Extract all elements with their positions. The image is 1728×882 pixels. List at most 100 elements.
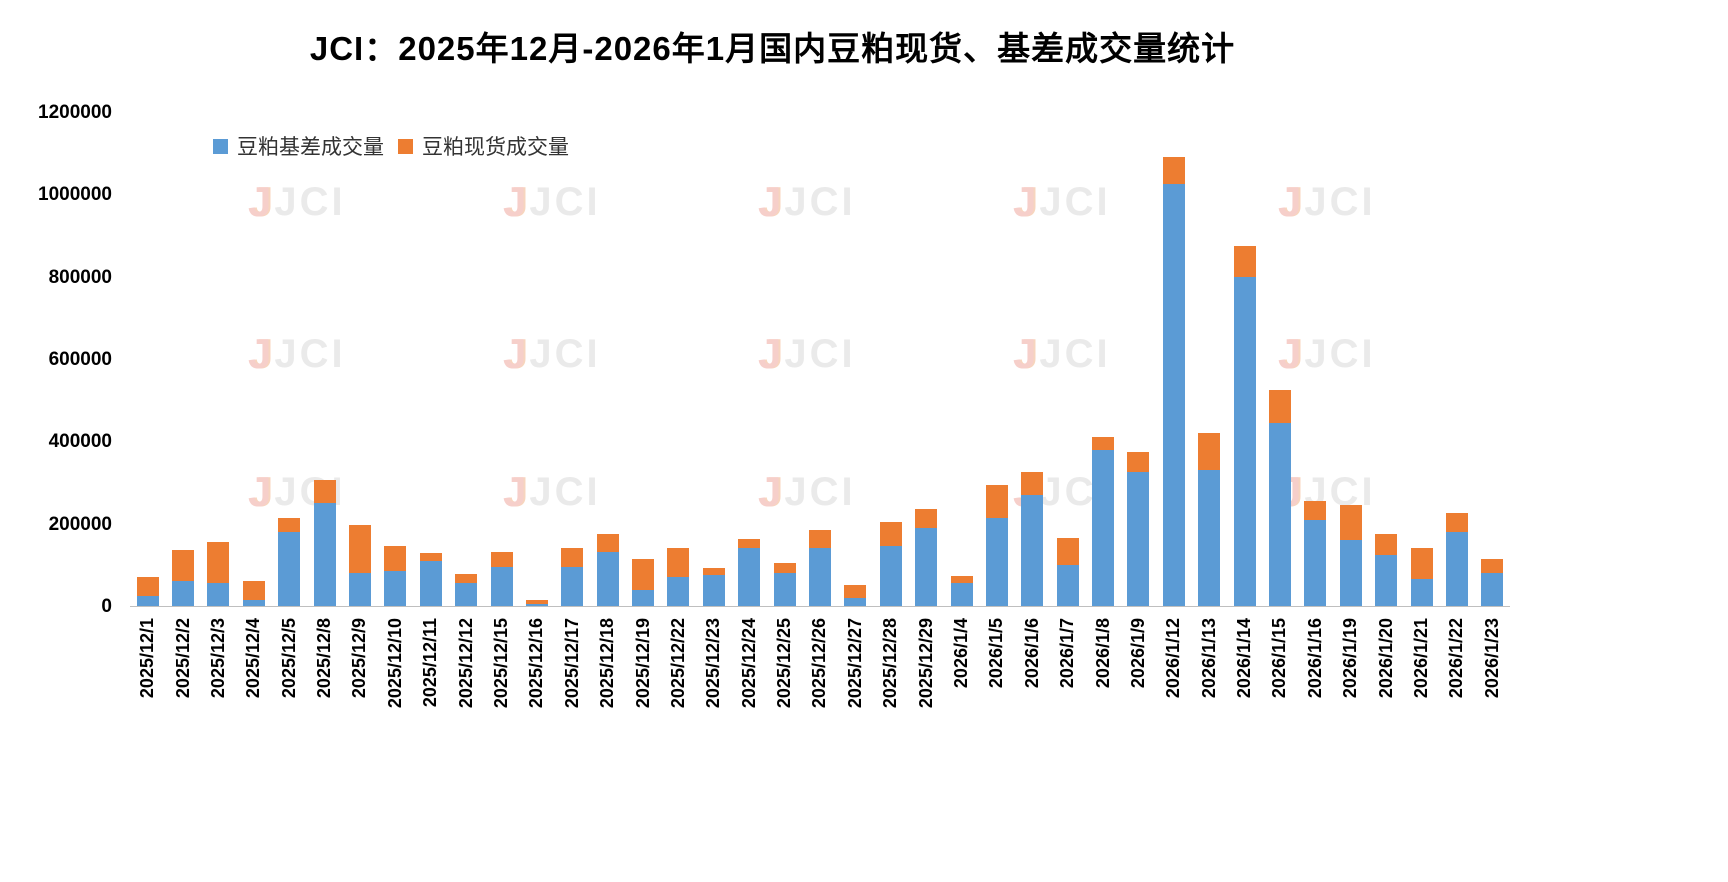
spot-volume-segment: [1198, 433, 1221, 471]
legend-label-spot: 豆粕现货成交量: [422, 136, 569, 159]
x-axis-tick-label: 2026/1/14: [1234, 618, 1255, 699]
basis-volume-segment: [879, 546, 902, 606]
bar-2025/12/28: [879, 521, 902, 606]
spot-volume-segment: [1445, 513, 1468, 532]
x-axis-tick-label: 2026/1/23: [1481, 618, 1502, 699]
spot-volume-segment: [702, 568, 725, 576]
bar-2025/12/9: [349, 524, 371, 606]
x-axis-tick-label: 2025/12/28: [880, 618, 901, 709]
bar-2026/1/20: [1375, 533, 1398, 606]
x-axis-tick-label: 2025/12/5: [278, 618, 299, 699]
bar-2025/12/23: [702, 568, 725, 606]
spot-volume-segment: [455, 573, 478, 584]
spot-volume-segment: [136, 577, 159, 596]
x-axis-tick-label: 2025/12/22: [667, 618, 688, 709]
basis-volume-segment: [667, 577, 690, 606]
bar-2025/12/29: [915, 509, 938, 606]
spot-volume-segment: [596, 533, 619, 553]
bar-2026/1/5: [985, 485, 1008, 606]
basis-volume-segment: [349, 573, 371, 606]
spot-volume-segment: [384, 546, 407, 572]
basis-volume-segment: [419, 560, 442, 606]
spot-volume-segment: [1021, 472, 1044, 495]
x-axis-tick-label: 2026/1/19: [1340, 618, 1361, 699]
legend-swatch-spot: [398, 138, 413, 154]
x-axis-tick-label: 2026/1/12: [1163, 618, 1184, 699]
legend-label-basis: 豆粕基差成交量: [237, 136, 384, 159]
spot-volume-segment: [207, 542, 230, 584]
bar-2026/1/22: [1445, 513, 1468, 606]
basis-volume-segment: [242, 599, 265, 606]
bar-2025/12/16: [525, 599, 548, 606]
chart-legend: 豆粕基差成交量 豆粕现货成交量: [213, 131, 569, 161]
legend-item-basis: 豆粕基差成交量: [213, 131, 384, 161]
basis-volume-segment: [950, 583, 973, 606]
bar-2025/12/8: [313, 480, 336, 606]
spot-volume-segment: [809, 529, 831, 549]
spot-volume-segment: [490, 551, 513, 567]
basis-volume-segment: [561, 566, 584, 606]
x-axis-tick-label: 2025/12/1: [137, 618, 158, 699]
bar-2025/12/18: [596, 533, 619, 606]
spot-volume-segment: [1056, 538, 1079, 565]
bar-2025/12/1: [136, 577, 159, 606]
basis-volume-segment: [1410, 579, 1433, 606]
basis-volume-segment: [136, 595, 159, 606]
spot-volume-segment: [1162, 157, 1185, 185]
bar-2025/12/10: [384, 546, 407, 606]
spot-volume-segment: [915, 509, 938, 528]
bar-2026/1/4: [950, 575, 973, 606]
bar-2026/1/13: [1198, 433, 1221, 606]
bar-2025/12/12: [455, 573, 478, 606]
plot-area: [130, 113, 1510, 607]
bar-2026/1/8: [1092, 437, 1115, 606]
basis-volume-segment: [596, 552, 619, 606]
y-axis-tick-label: 0: [101, 596, 112, 617]
bar-2025/12/22: [667, 548, 690, 606]
basis-volume-segment: [1198, 470, 1221, 606]
y-axis-tick-label: 1200000: [38, 102, 112, 123]
basis-volume-segment: [915, 527, 938, 606]
spot-volume-segment: [1092, 437, 1115, 450]
x-axis-tick-label: 2025/12/15: [491, 618, 512, 709]
bar-2025/12/11: [419, 552, 442, 606]
x-axis-tick-label: 2025/12/27: [844, 618, 865, 709]
bar-2025/12/19: [632, 558, 655, 606]
bar-2026/1/6: [1021, 472, 1044, 606]
spot-volume-segment: [773, 562, 796, 574]
y-axis-tick-label: 200000: [48, 513, 112, 535]
basis-volume-segment: [1233, 276, 1256, 606]
basis-volume-segment: [1127, 472, 1150, 606]
spot-volume-segment: [1375, 533, 1398, 555]
x-axis-tick-label: 2026/1/13: [1198, 618, 1219, 699]
x-axis-tick-label: 2026/1/9: [1127, 618, 1148, 689]
bar-2026/1/12: [1162, 157, 1185, 606]
spot-volume-segment: [1304, 501, 1327, 520]
bar-2025/12/15: [490, 551, 513, 606]
bar-2025/12/2: [172, 550, 195, 606]
basis-volume-segment: [1056, 564, 1079, 606]
x-axis-tick-label: 2025/12/18: [597, 618, 618, 709]
bar-2026/1/19: [1339, 505, 1362, 606]
basis-volume-segment: [702, 575, 725, 606]
spot-volume-segment: [879, 521, 902, 547]
basis-volume-segment: [773, 573, 796, 606]
spot-volume-segment: [1481, 558, 1504, 574]
bar-2026/1/14: [1233, 245, 1256, 606]
bar-2026/1/21: [1410, 548, 1433, 606]
y-axis-tick-label: 1000000: [38, 184, 112, 206]
spot-volume-segment: [667, 548, 690, 578]
spot-volume-segment: [419, 552, 442, 561]
x-axis-tick-label: 2025/12/3: [207, 618, 228, 699]
basis-volume-segment: [1445, 531, 1468, 606]
y-axis-tick-label: 400000: [48, 431, 112, 453]
x-axis-tick-label: 2025/12/17: [561, 618, 582, 709]
basis-volume-segment: [1375, 554, 1398, 606]
basis-volume-segment: [384, 571, 407, 606]
y-axis-tick-label: 800000: [48, 266, 112, 288]
bar-2025/12/17: [561, 548, 584, 606]
spot-volume-segment: [1410, 548, 1433, 580]
bar-2025/12/26: [809, 529, 831, 606]
basis-volume-segment: [809, 548, 831, 606]
x-axis-tick-label: 2026/1/4: [951, 618, 972, 689]
